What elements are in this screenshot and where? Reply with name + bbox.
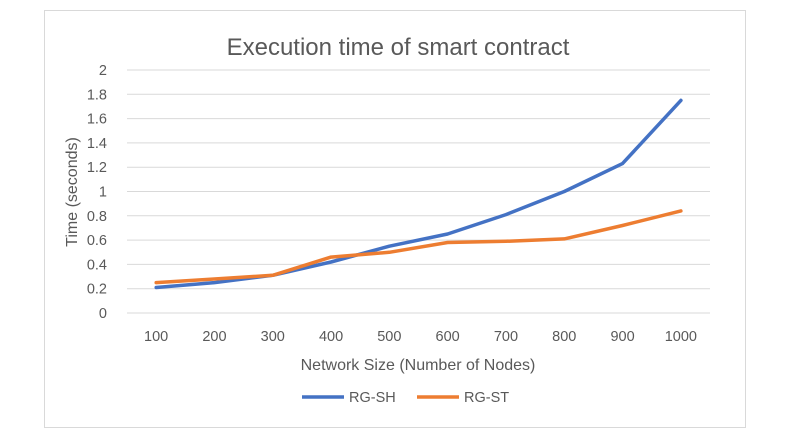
- data-point-rg-sh: [213, 281, 216, 284]
- legend-label-rg-st: RG-ST: [464, 390, 509, 406]
- x-tick-label: 400: [319, 329, 343, 345]
- data-point-rg-sh: [621, 162, 624, 165]
- x-axis-label: Network Size (Number of Nodes): [301, 357, 536, 374]
- data-point-rg-st: [679, 209, 683, 213]
- data-point-rg-sh: [154, 286, 158, 289]
- x-axis-ticks: 100 200 300 400 500 600 700 800 900 1000: [144, 329, 697, 345]
- data-point-rg-st: [388, 251, 391, 254]
- data-point-rg-sh: [504, 213, 508, 216]
- data-point-rg-st: [446, 241, 449, 244]
- y-tick-label: 0.8: [87, 209, 107, 225]
- data-point-rg-sh: [388, 244, 391, 248]
- data-point-rg-sh: [329, 260, 333, 264]
- data-point-rg-sh: [679, 99, 683, 102]
- x-tick-label: 100: [144, 329, 168, 345]
- x-tick-label: 200: [202, 329, 226, 345]
- y-tick-label: 1.4: [87, 136, 107, 152]
- data-point-rg-st: [213, 277, 216, 281]
- x-tick-label: 900: [610, 329, 634, 345]
- y-tick-label: 2: [99, 63, 107, 79]
- y-tick-label: 1.6: [87, 112, 107, 128]
- y-tick-label: 1.2: [87, 160, 107, 176]
- y-tick-label: 0.6: [87, 233, 107, 249]
- legend-label-rg-sh: RG-SH: [349, 390, 396, 406]
- y-tick-label: 1.8: [87, 87, 107, 103]
- chart-frame: [44, 10, 746, 428]
- chart-title: Execution time of smart contract: [227, 34, 570, 61]
- x-tick-label: 600: [436, 329, 460, 345]
- data-point-rg-st: [504, 240, 508, 243]
- data-point-rg-st: [563, 237, 566, 241]
- y-tick-label: 1: [99, 185, 107, 201]
- data-point-rg-st: [329, 255, 333, 259]
- data-point-rg-st: [271, 274, 274, 277]
- series-line-rg-st: [154, 209, 683, 285]
- legend: RG-SH RG-ST: [302, 390, 509, 406]
- data-point-rg-st: [621, 224, 624, 227]
- data-point-rg-sh: [446, 232, 449, 236]
- x-tick-label: 300: [261, 329, 285, 345]
- y-axis-ticks: 0 0.2 0.4 0.6 0.8 1 1.2 1.4 1.6 1.8 2: [87, 63, 107, 322]
- x-tick-label: 1000: [665, 329, 697, 345]
- x-tick-label: 500: [377, 329, 401, 345]
- data-point-rg-st: [154, 281, 158, 284]
- x-tick-label: 700: [494, 329, 518, 345]
- y-tick-label: 0.4: [87, 257, 107, 273]
- y-axis-label: Time (seconds): [64, 137, 81, 247]
- data-point-rg-sh: [563, 190, 566, 193]
- series-line-rg-sh: [154, 98, 683, 290]
- gridlines: [127, 69, 710, 314]
- y-tick-label: 0: [99, 306, 107, 322]
- series-lines: [154, 98, 683, 290]
- y-tick-label: 0.2: [87, 282, 107, 298]
- x-tick-label: 800: [552, 329, 576, 345]
